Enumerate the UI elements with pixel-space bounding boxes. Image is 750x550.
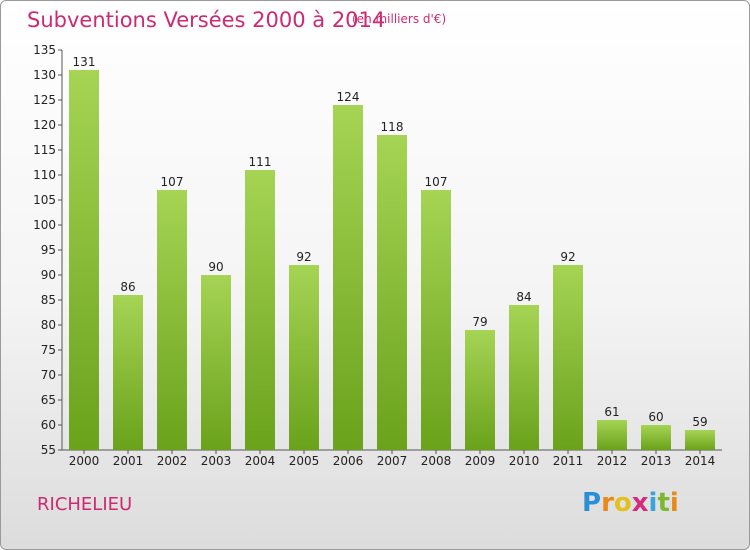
bar-2010 — [509, 305, 539, 450]
x-tick-label: 2003 — [201, 454, 232, 468]
y-tick-label: 115 — [33, 143, 56, 157]
logo-letter: i — [669, 488, 679, 518]
x-tick-label: 2005 — [289, 454, 320, 468]
bar-value-label: 90 — [208, 260, 223, 274]
bar-value-label: 118 — [381, 120, 404, 134]
x-tick-label: 2012 — [597, 454, 628, 468]
bar-2011 — [553, 265, 583, 450]
bar-2008 — [421, 190, 451, 450]
bar-value-label: 86 — [120, 280, 135, 294]
y-tick-label: 125 — [33, 93, 56, 107]
bar-value-label: 61 — [604, 405, 619, 419]
bar-2002 — [157, 190, 187, 450]
logo-letter: x — [631, 488, 649, 518]
bar-value-label: 92 — [560, 250, 575, 264]
x-tick-label: 2007 — [377, 454, 408, 468]
bar-2006 — [333, 105, 363, 450]
bar-value-label: 60 — [648, 410, 663, 424]
bar-2013 — [641, 425, 671, 450]
logo-letter: o — [613, 488, 632, 518]
x-tick-label: 2001 — [113, 454, 144, 468]
bars: 131 86 107 90 111 92 124 118 107 79 84 92 61 60 59 — [69, 55, 715, 450]
y-tick-label: 130 — [33, 68, 56, 82]
bar-2009 — [465, 330, 495, 450]
y-tick-label: 105 — [33, 193, 56, 207]
y-tick-label: 95 — [41, 243, 56, 257]
bar-value-label: 84 — [516, 290, 531, 304]
y-tick-label: 110 — [33, 168, 56, 182]
proxiti-logo[interactable]: Proxiti — [582, 488, 679, 518]
bar-2007 — [377, 135, 407, 450]
y-tick-label: 75 — [41, 343, 56, 357]
x-tick-label: 2014 — [685, 454, 716, 468]
x-tick-label: 2006 — [333, 454, 364, 468]
y-tick-label: 135 — [33, 43, 56, 57]
bar-value-label: 59 — [692, 415, 707, 429]
y-tick-label: 120 — [33, 118, 56, 132]
y-tick-label: 70 — [41, 368, 56, 382]
y-tick-label: 60 — [41, 418, 56, 432]
y-tick-label: 55 — [41, 443, 56, 457]
bar-2003 — [201, 275, 231, 450]
x-tick-label: 2000 — [69, 454, 100, 468]
logo-letter: r — [601, 488, 614, 518]
y-tick-label: 80 — [41, 318, 56, 332]
bar-2012 — [597, 420, 627, 450]
logo-letter: P — [582, 488, 602, 518]
bar-value-label: 111 — [249, 155, 272, 169]
bar-2014 — [685, 430, 715, 450]
chart-title: Subventions Versées 2000 à 2014 — [27, 8, 386, 32]
x-tick-label: 2011 — [553, 454, 584, 468]
x-tick-label: 2008 — [421, 454, 452, 468]
y-tick-label: 100 — [33, 218, 56, 232]
y-tick-label: 85 — [41, 293, 56, 307]
bar-value-label: 92 — [296, 250, 311, 264]
x-tick-label: 2004 — [245, 454, 276, 468]
bar-2005 — [289, 265, 319, 450]
logo-letter: t — [657, 488, 670, 518]
chart-subtitle: (en milliers d'€) — [352, 12, 447, 26]
bar-value-label: 124 — [337, 90, 360, 104]
y-tick-label: 65 — [41, 393, 56, 407]
bar-2004 — [245, 170, 275, 450]
city-name: RICHELIEU — [37, 494, 133, 515]
x-tick-label: 2013 — [641, 454, 672, 468]
x-tick-label: 2010 — [509, 454, 540, 468]
bar-2000 — [69, 70, 99, 450]
bar-value-label: 79 — [472, 315, 487, 329]
bar-value-label: 131 — [73, 55, 96, 69]
bar-2001 — [113, 295, 143, 450]
x-tick-label: 2002 — [157, 454, 188, 468]
bar-value-label: 107 — [161, 175, 184, 189]
bar-value-label: 107 — [425, 175, 448, 189]
x-tick-label: 2009 — [465, 454, 496, 468]
logo-letter: i — [648, 488, 658, 518]
y-tick-label: 90 — [41, 268, 56, 282]
